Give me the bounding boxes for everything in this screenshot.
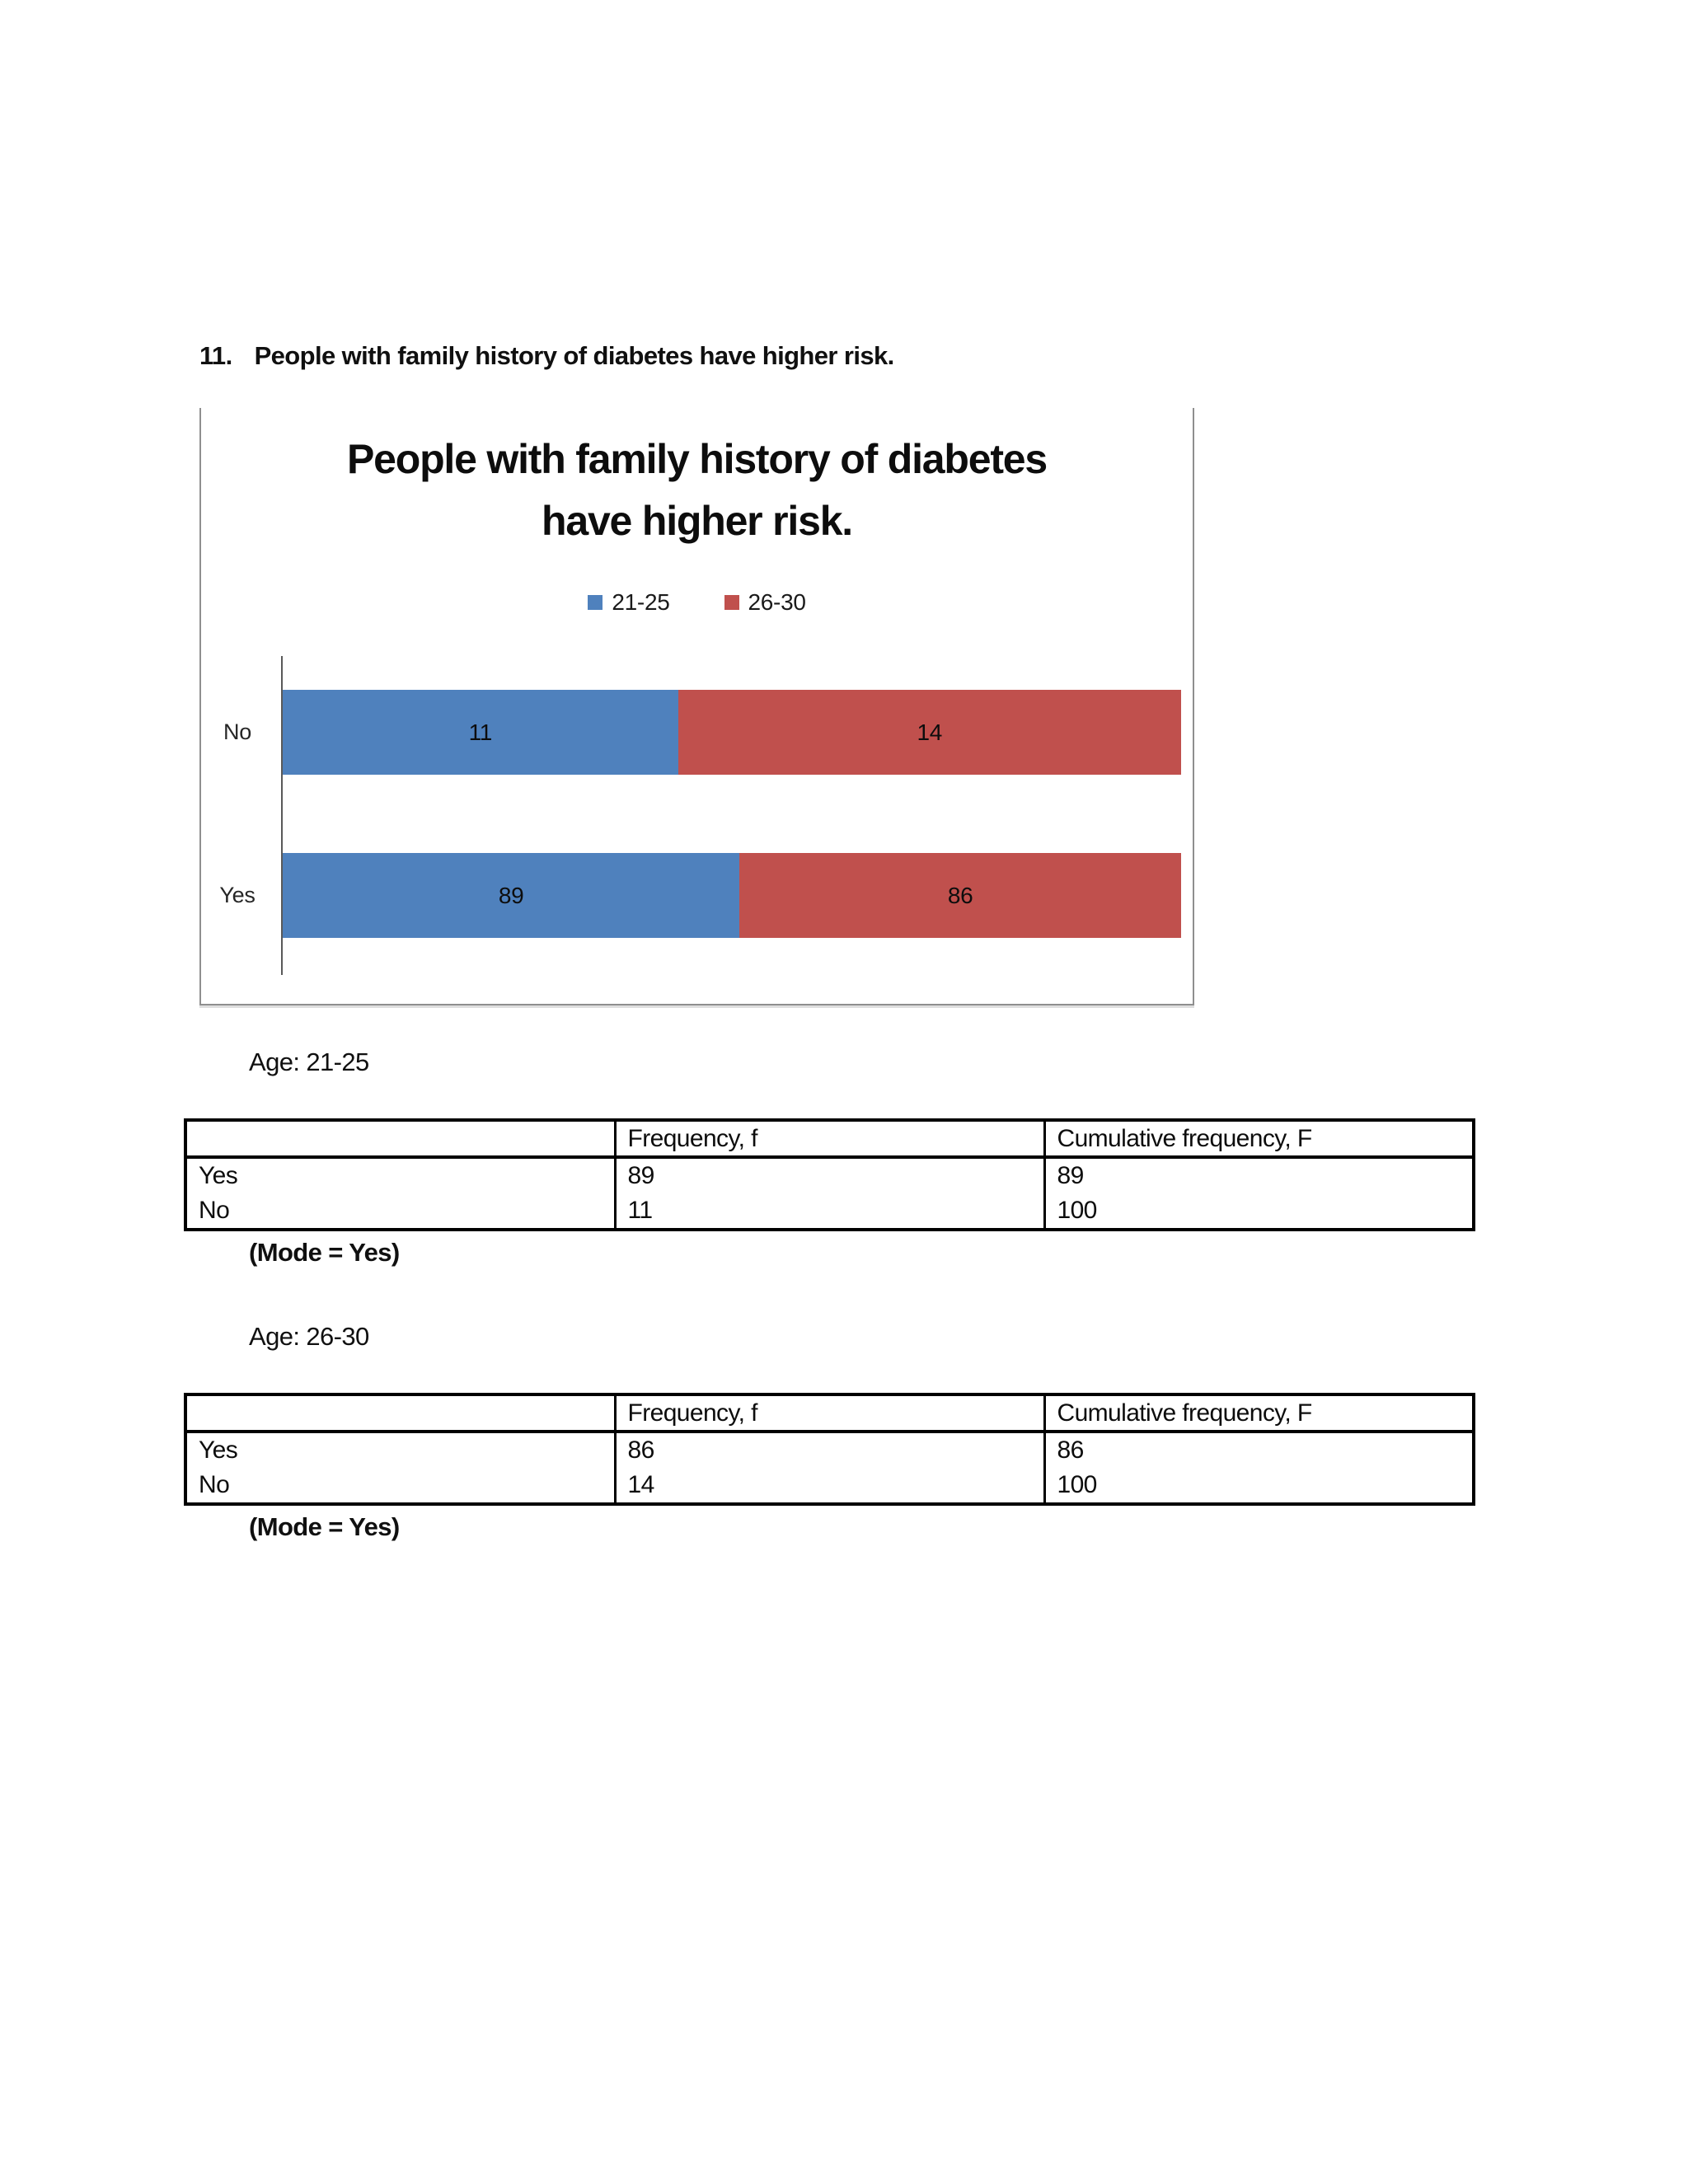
chart-legend: 21-25 26-30 [201,589,1193,616]
chart-title: People with family history of diabetes h… [201,429,1193,552]
row-label-yes: Yes [199,1436,238,1464]
header-cell-cumulative: Cumulative frequency, F [1043,1394,1474,1432]
bar-no-value-21-25: 11 [468,719,493,745]
question-heading: 11. People with family history of diabete… [199,341,894,371]
legend-item-21-25: 21-25 [588,589,670,616]
row-label-yes: Yes [199,1162,238,1189]
no-cumulative: 100 [1043,1468,1474,1504]
header-cell-frequency: Frequency, f [613,1120,1044,1157]
frequency-table-21-25: Frequency, f Cumulative frequency, F Yes… [184,1118,1475,1231]
bar-yes: 89 86 [283,853,1181,938]
yes-cumulative: 89 [1043,1157,1474,1193]
row-label-no: No [199,1471,230,1498]
header-cell-blank [185,1120,615,1157]
header-cell-frequency: Frequency, f [613,1394,1044,1432]
bar-no: 11 14 [283,690,1181,775]
bar-yes-value-26-30: 86 [947,882,973,908]
category-label-yes: Yes [219,883,256,907]
age-label-26-30: Age: 26-30 [249,1322,369,1351]
question-heading-text: People with family history of diabetes h… [254,341,895,370]
legend-swatch-blue-icon [588,595,603,610]
yes-frequency: 86 [613,1432,1044,1468]
bar-no-value-26-30: 14 [917,719,943,745]
bar-no-segment-21-25: 11 [283,690,678,775]
table-row: No 14 100 [185,1468,1474,1504]
header-cell-blank [185,1394,615,1432]
chart-title-line-1: People with family history of diabetes [346,436,1048,482]
header-cell-cumulative: Cumulative frequency, F [1043,1120,1474,1157]
mode-note-26-30: (Mode = Yes) [249,1512,400,1541]
chart-title-line-2: have higher risk. [542,498,853,544]
category-label-no: No [223,719,251,744]
yes-frequency: 89 [613,1157,1044,1193]
mode-note-21-25: (Mode = Yes) [249,1238,400,1267]
yes-cumulative: 86 [1043,1432,1474,1468]
chart: People with family history of diabetes h… [199,408,1194,1005]
legend-label-26-30: 26-30 [748,589,806,615]
no-frequency: 14 [613,1468,1044,1504]
table-row: No 11 100 [185,1193,1474,1230]
legend-label-21-25: 21-25 [612,589,670,615]
frequency-table-26-30: Frequency, f Cumulative frequency, F Yes… [184,1393,1475,1506]
no-cumulative: 100 [1043,1193,1474,1230]
bar-yes-segment-21-25: 89 [283,853,740,938]
bar-no-segment-26-30: 14 [678,690,1181,775]
row-label-no: No [199,1197,230,1224]
table-header-row: Frequency, f Cumulative frequency, F [185,1120,1474,1157]
age-label-21-25: Age: 21-25 [249,1047,369,1076]
bar-yes-segment-26-30: 86 [739,853,1181,938]
bar-yes-value-21-25: 89 [498,882,524,908]
table-row: Yes 86 86 [185,1432,1474,1468]
question-number: 11. [199,341,232,370]
table-row: Yes 89 89 [185,1157,1474,1193]
legend-swatch-red-icon [724,595,739,610]
no-frequency: 11 [613,1193,1044,1230]
plot-area: No Yes 11 14 89 86 [219,656,1181,975]
table-header-row: Frequency, f Cumulative frequency, F [185,1394,1474,1432]
legend-item-26-30: 26-30 [724,589,806,616]
